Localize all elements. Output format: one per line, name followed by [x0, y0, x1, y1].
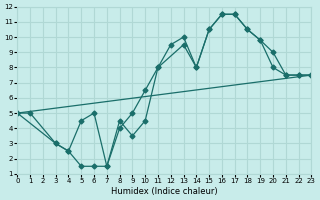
X-axis label: Humidex (Indice chaleur): Humidex (Indice chaleur)	[111, 187, 218, 196]
